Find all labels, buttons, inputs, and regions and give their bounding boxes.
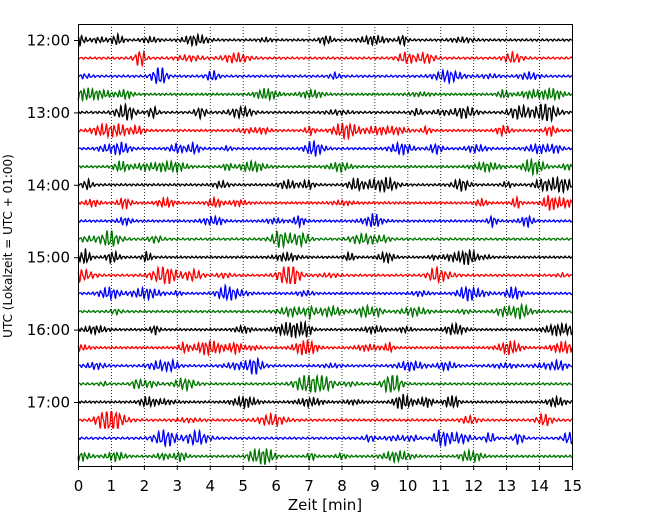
trace-line-0 [77,31,573,48]
x-tick-label-2: 2 [140,477,150,495]
trace-line-17 [77,339,573,357]
trace-layer [77,31,573,466]
trace-line-21 [77,411,573,430]
x-tick-label-1: 1 [107,477,117,495]
trace-line-14 [77,283,573,302]
y-tick-label-0: 12:00 [27,32,70,50]
x-axis-label: Zeit [min] [288,496,362,514]
x-tick-label-6: 6 [271,477,281,495]
trace-line-18 [77,356,573,375]
trace-line-9 [77,194,573,211]
plot-frame [78,24,573,467]
trace-line-8 [77,175,573,195]
x-tick-label-3: 3 [173,477,183,495]
x-tick-label-14: 14 [530,477,549,495]
x-axis: 0 1 2 3 4 5 6 7 8 9 10 11 12 13 14 15 [74,466,582,495]
trace-line-23 [77,447,573,466]
trace-line-5 [77,121,573,141]
x-tick-label-13: 13 [497,477,516,495]
trace-line-11 [77,229,573,250]
x-tick-label-12: 12 [464,477,483,495]
trace-line-3 [77,86,573,103]
trace-line-16 [77,319,573,339]
y-tick-label-1: 13:00 [27,104,70,122]
y-axis: 12:00 13:00 14:00 15:00 16:00 17:00 [27,32,78,412]
trace-line-20 [77,393,573,411]
trace-line-7 [77,157,573,177]
x-tick-label-9: 9 [370,477,380,495]
x-tick-label-8: 8 [337,477,347,495]
trace-line-19 [77,373,573,394]
y-tick-label-5: 17:00 [27,394,70,412]
trace-line-15 [77,302,573,322]
y-tick-label-2: 14:00 [27,176,70,194]
trace-line-13 [77,265,573,285]
trace-line-4 [77,102,573,123]
x-tick-label-10: 10 [398,477,417,495]
trace-line-10 [77,213,573,230]
y-tick-label-3: 15:00 [27,249,70,267]
x-tick-label-15: 15 [563,477,582,495]
y-axis-label: UTC (Lokalzeit = UTC + 01:00) [1,154,15,338]
y-tick-label-4: 16:00 [27,321,70,339]
trace-line-22 [77,428,573,448]
trace-line-6 [77,139,573,158]
x-tick-label-5: 5 [238,477,248,495]
grid-lines [111,24,540,466]
trace-line-12 [77,247,573,266]
trace-line-1 [77,49,573,68]
trace-line-2 [77,67,573,86]
x-tick-label-4: 4 [205,477,215,495]
x-tick-label-7: 7 [304,477,314,495]
x-tick-label-11: 11 [431,477,450,495]
x-tick-label-0: 0 [74,477,84,495]
